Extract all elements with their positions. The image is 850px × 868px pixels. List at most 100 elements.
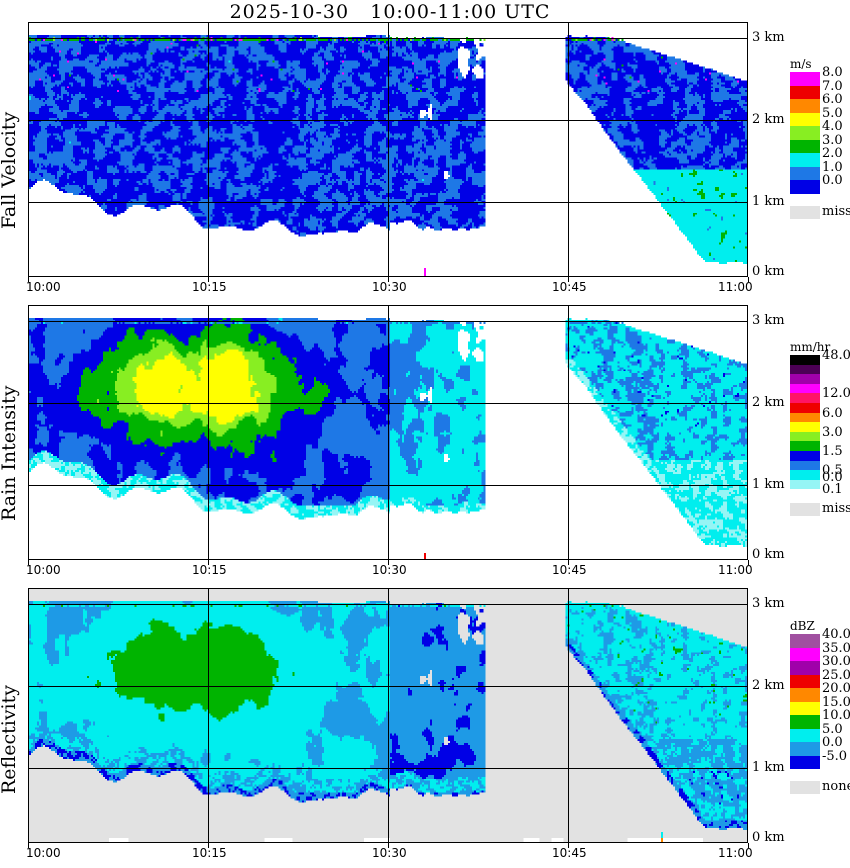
colorbar-tick-label: 35.0 [822,640,850,656]
colorbar-swatch [790,661,820,675]
colorbar-swatch [790,460,820,471]
colorbar-missing-label: miss [822,501,850,517]
colorbar-swatch [790,355,820,365]
colorbar-units-label: m/s [790,57,812,71]
colorbar-swatch [790,450,820,461]
x-tick-mark [748,843,749,848]
y-tick-label: 0 km [752,547,785,562]
x-tick-label: 10:45 [552,280,587,294]
colorbar-tick-label: 5.0 [822,721,843,737]
colorbar-tick-label: 4.0 [822,119,843,134]
x-tick-label: 11:00 [718,563,753,577]
colorbar-tick-label: 1.5 [822,444,843,459]
axis-title-fall-velocity: Fall Velocity [0,111,20,229]
x-tick-mark [208,843,209,848]
colorbar-swatch [790,85,820,99]
colorbar-swatch [790,99,820,113]
colorbar-swatch [790,112,820,126]
colorbar-swatch [790,412,820,423]
colorbar-swatch [790,374,820,384]
y-tick-label: 0 km [752,830,785,845]
colorbar-tick-label: 3.0 [822,132,843,148]
colorbar-tick-label: 25.0 [822,667,850,683]
x-tick-mark [388,277,389,282]
colorbar-tick-label: 15.0 [822,694,850,710]
colorbar-tick-label: 2.0 [822,146,843,161]
colorbar-swatch [790,166,820,180]
colorbar-missing-label: miss [822,203,850,219]
y-tick-label: 2 km [752,112,785,127]
colorbar-units-label: mm/hr [790,340,831,354]
colorbar-tick-label: 6.0 [822,92,843,107]
y-tick-label: 1 km [752,477,785,492]
axis-title-reflectivity: Reflectivity [0,685,20,795]
panel-reflectivity [28,588,748,843]
axis-title-rain-intensity: Rain Intensity [0,385,20,521]
colorbar-tick-label: 0.0 [822,470,843,486]
x-tick-label: 10:00 [26,563,61,577]
colorbar-swatch [790,647,820,661]
y-tick-label: 3 km [752,313,785,328]
x-tick-mark [208,560,209,565]
colorbar-missing-swatch [790,205,820,219]
x-tick-mark [208,277,209,282]
x-tick-mark [748,560,749,565]
x-tick-mark [28,843,29,848]
colorbar-swatch [790,470,820,480]
colorbar-tick-label: 0.0 [822,173,843,188]
gridline-vertical [388,305,389,560]
colorbar-tick-label: 20.0 [822,681,850,696]
x-tick-label: 11:00 [718,846,753,860]
colorbar-swatch [790,139,820,153]
colorbar-swatch [790,364,820,375]
colorbar-tick-label: 0.5 [822,463,843,479]
x-tick-mark [568,277,569,282]
colorbar-swatch [790,634,820,648]
x-tick-label: 10:00 [26,846,61,860]
y-tick-label: 1 km [752,194,785,209]
x-tick-label: 10:00 [26,280,61,294]
colorbar-swatch [790,701,820,715]
x-tick-label: 10:45 [552,846,587,860]
colorbar-swatch [790,742,820,756]
colorbar-tick-label: -5.0 [822,748,848,764]
colorbar-tick-label: 8.0 [822,65,843,80]
colorbar-swatch [790,431,820,442]
colorbar-tick-label: 0.0 [822,735,843,750]
colorbar-swatch [790,728,820,742]
x-tick-mark [388,843,389,848]
x-tick-label: 11:00 [718,280,753,294]
colorbar-missing-swatch [790,781,820,794]
gridline-vertical [208,22,209,277]
colorbar-swatch [790,674,820,688]
colorbar-tick-label: 12.0 [822,386,850,402]
figure-title: 2025-10-30 10:00-11:00 UTC [229,1,551,23]
colorbar-tick-label: 48.0 [822,348,850,363]
y-tick-label: 1 km [752,760,785,775]
y-tick-label: 3 km [752,30,785,45]
colorbar-units-label: dBZ [790,619,815,633]
x-tick-label: 10:15 [192,280,227,294]
colorbar-tick-label: 40.0 [822,627,850,642]
x-tick-mark [568,843,569,848]
y-tick-label: 3 km [752,596,785,611]
x-tick-label: 10:30 [372,280,407,294]
colorbar-missing-label: none [822,779,850,794]
x-tick-label: 10:15 [192,846,227,860]
x-tick-mark [388,560,389,565]
y-tick-label: 0 km [752,264,785,279]
x-tick-mark [748,277,749,282]
x-tick-label: 10:30 [372,846,407,860]
colorbar-swatch [790,422,820,432]
colorbar-swatch [790,180,820,194]
colorbar-swatch [790,383,820,394]
colorbar-swatch [790,402,820,413]
colorbar-fall-velocity [790,72,820,194]
colorbar-tick-label: 3.0 [822,424,843,440]
gridline-vertical [208,305,209,560]
gridline-vertical [568,588,569,843]
x-tick-mark [28,560,29,565]
colorbar-swatch [790,755,820,769]
gridline-vertical [208,588,209,843]
